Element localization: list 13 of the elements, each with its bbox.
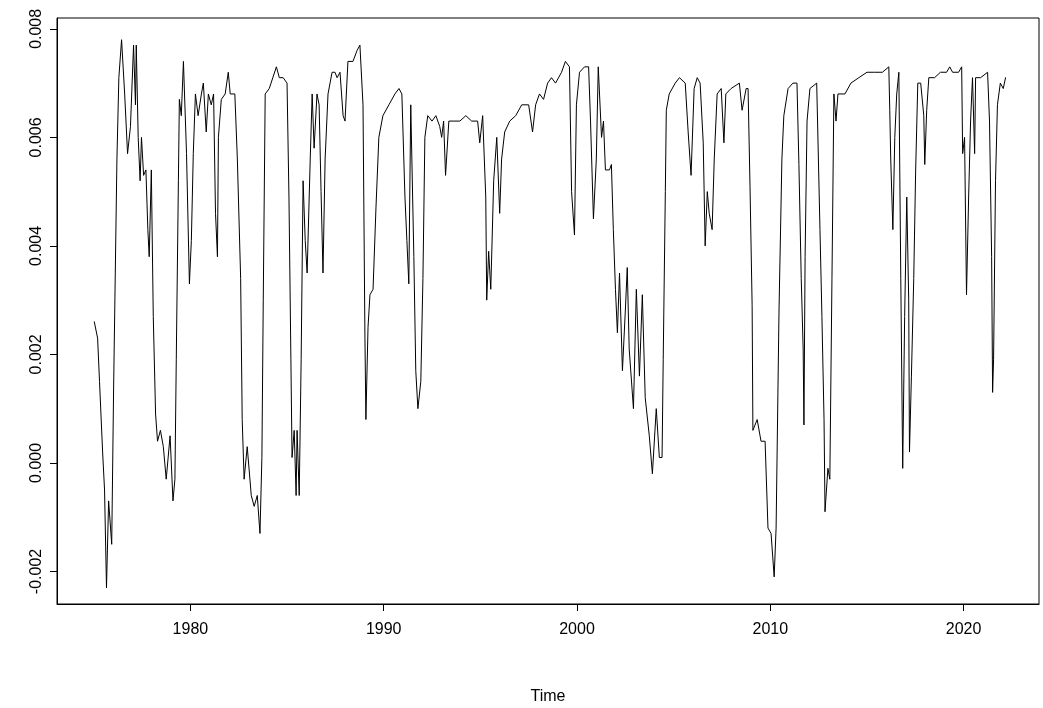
y-tick-label: 0.000 [26, 442, 44, 483]
x-tick-label: 2010 [752, 619, 789, 637]
line-series [93, 39, 1007, 589]
y-tick-label: -0.002 [26, 548, 44, 595]
y-tick-label: 0.002 [26, 334, 44, 375]
y-tick-label: 0.006 [26, 117, 44, 158]
y-tick-label: 0.008 [26, 8, 44, 49]
x-tick-label: 1990 [365, 619, 402, 637]
x-tick-label: 2000 [559, 619, 595, 637]
y-tick-label: 0.004 [26, 225, 44, 266]
x-tick-label: 1980 [172, 619, 209, 637]
x-axis-title: Time [530, 686, 566, 704]
x-tick-label: 2020 [945, 619, 982, 637]
